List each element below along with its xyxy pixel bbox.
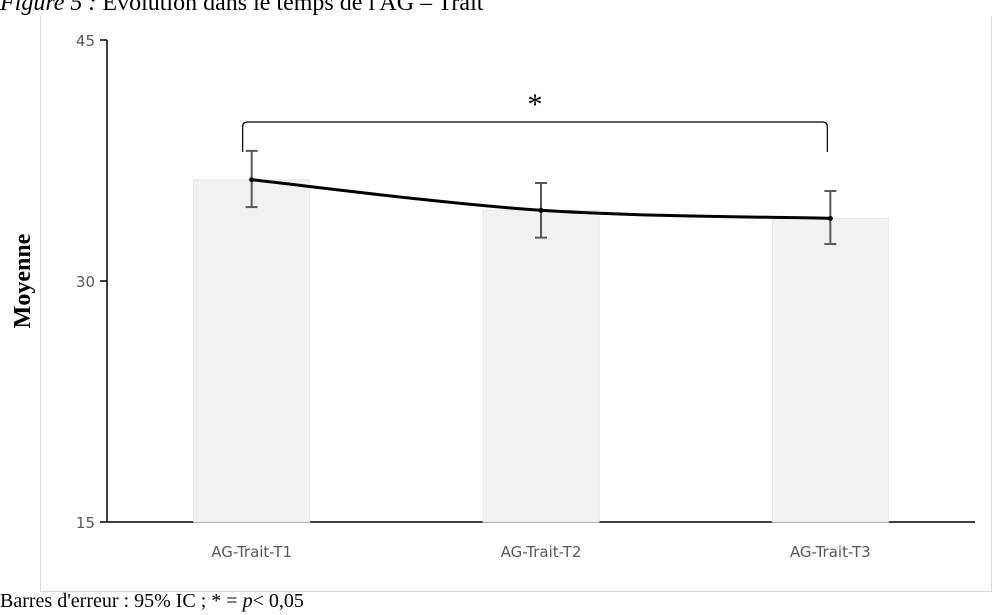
note-suffix: < 0,05 — [252, 590, 304, 612]
y-tick-label: 15 — [76, 514, 95, 532]
significance-star: * — [528, 88, 543, 121]
y-tick-label: 30 — [76, 273, 95, 291]
figure-label: Figure 5 : — [0, 0, 97, 16]
chart-note: Barres d'erreur : 95% IC ; * = p< 0,05 — [0, 590, 304, 613]
note-prefix: Barres d'erreur : 95% IC ; * = — [0, 590, 243, 612]
figure-title-text: Evolution dans le temps de l'AG – Trait — [102, 0, 484, 16]
trend-point — [249, 177, 255, 183]
trend-point — [538, 207, 544, 213]
bar — [771, 217, 889, 523]
x-category-label: AG-Trait-T3 — [790, 543, 871, 561]
trend-point — [827, 215, 833, 221]
note-p-symbol: p — [242, 590, 253, 612]
x-category-label: AG-Trait-T1 — [211, 543, 292, 561]
chart-frame — [40, 16, 992, 592]
significance-bracket — [242, 121, 828, 152]
bar — [193, 179, 311, 523]
y-axis-label: Moyenne — [10, 233, 36, 328]
x-category-label: AG-Trait-T2 — [501, 543, 582, 561]
y-tick-label: 45 — [76, 32, 95, 50]
bar — [482, 209, 600, 523]
figure-title: Figure 5 : Evolution dans le temps de l'… — [0, 0, 483, 17]
